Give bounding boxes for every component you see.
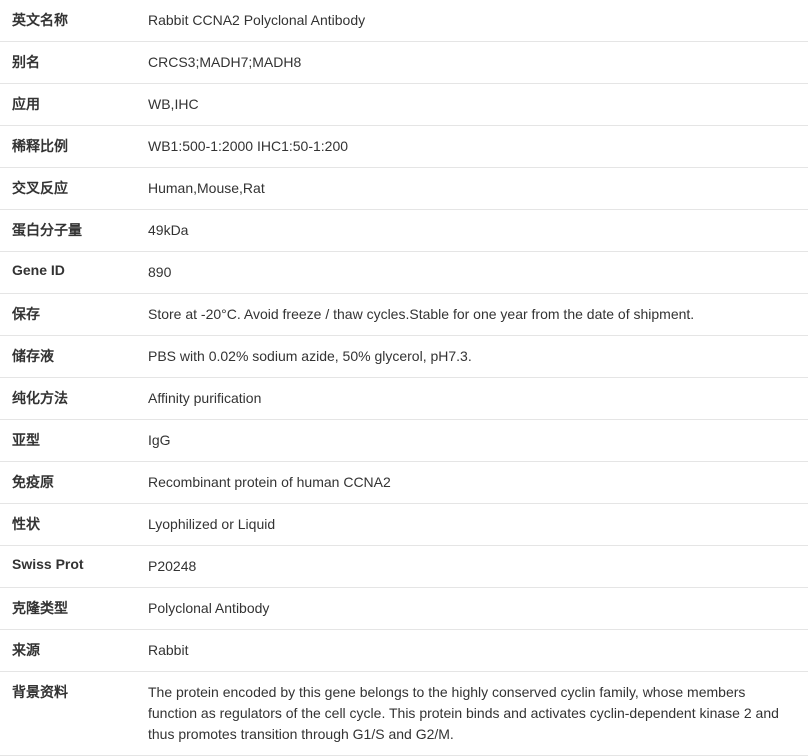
table-row: 克隆类型Polyclonal Antibody (0, 588, 808, 630)
row-label: 别名 (0, 42, 140, 82)
row-value: 49kDa (140, 210, 808, 251)
row-value: 890 (140, 252, 808, 293)
row-value: WB,IHC (140, 84, 808, 125)
row-label: 克隆类型 (0, 588, 140, 628)
row-value: Store at -20°C. Avoid freeze / thaw cycl… (140, 294, 808, 335)
row-value: P20248 (140, 546, 808, 587)
row-label: 纯化方法 (0, 378, 140, 418)
row-label: 蛋白分子量 (0, 210, 140, 250)
row-label: 交叉反应 (0, 168, 140, 208)
table-row: 性状Lyophilized or Liquid (0, 504, 808, 546)
row-value: Polyclonal Antibody (140, 588, 808, 629)
table-row: Gene ID890 (0, 252, 808, 294)
row-label: 来源 (0, 630, 140, 670)
row-value: Human,Mouse,Rat (140, 168, 808, 209)
row-label: 英文名称 (0, 0, 140, 40)
table-row: 稀释比例WB1:500-1:2000 IHC1:50-1:200 (0, 126, 808, 168)
table-row: Swiss ProtP20248 (0, 546, 808, 588)
table-row: 交叉反应Human,Mouse,Rat (0, 168, 808, 210)
spec-table: 英文名称Rabbit CCNA2 Polyclonal Antibody别名CR… (0, 0, 808, 756)
row-value: PBS with 0.02% sodium azide, 50% glycero… (140, 336, 808, 377)
row-label: 应用 (0, 84, 140, 124)
row-label: Swiss Prot (0, 546, 140, 582)
row-label: 储存液 (0, 336, 140, 376)
table-row: 纯化方法Affinity purification (0, 378, 808, 420)
table-row: 储存液PBS with 0.02% sodium azide, 50% glyc… (0, 336, 808, 378)
table-row: 来源Rabbit (0, 630, 808, 672)
table-row: 保存Store at -20°C. Avoid freeze / thaw cy… (0, 294, 808, 336)
table-row: 免疫原Recombinant protein of human CCNA2 (0, 462, 808, 504)
row-label: Gene ID (0, 252, 140, 288)
row-label: 保存 (0, 294, 140, 334)
table-row: 亚型IgG (0, 420, 808, 462)
row-value: Rabbit (140, 630, 808, 671)
row-label: 免疫原 (0, 462, 140, 502)
row-label: 性状 (0, 504, 140, 544)
row-value: Lyophilized or Liquid (140, 504, 808, 545)
table-row: 蛋白分子量49kDa (0, 210, 808, 252)
row-label: 背景资料 (0, 672, 140, 712)
row-value: WB1:500-1:2000 IHC1:50-1:200 (140, 126, 808, 167)
row-value: The protein encoded by this gene belongs… (140, 672, 808, 755)
table-row: 英文名称Rabbit CCNA2 Polyclonal Antibody (0, 0, 808, 42)
row-value: CRCS3;MADH7;MADH8 (140, 42, 808, 83)
table-row: 别名CRCS3;MADH7;MADH8 (0, 42, 808, 84)
row-label: 稀释比例 (0, 126, 140, 166)
row-value: Rabbit CCNA2 Polyclonal Antibody (140, 0, 808, 41)
row-label: 亚型 (0, 420, 140, 460)
row-value: Affinity purification (140, 378, 808, 419)
row-value: Recombinant protein of human CCNA2 (140, 462, 808, 503)
table-row: 背景资料The protein encoded by this gene bel… (0, 672, 808, 756)
table-row: 应用WB,IHC (0, 84, 808, 126)
row-value: IgG (140, 420, 808, 461)
